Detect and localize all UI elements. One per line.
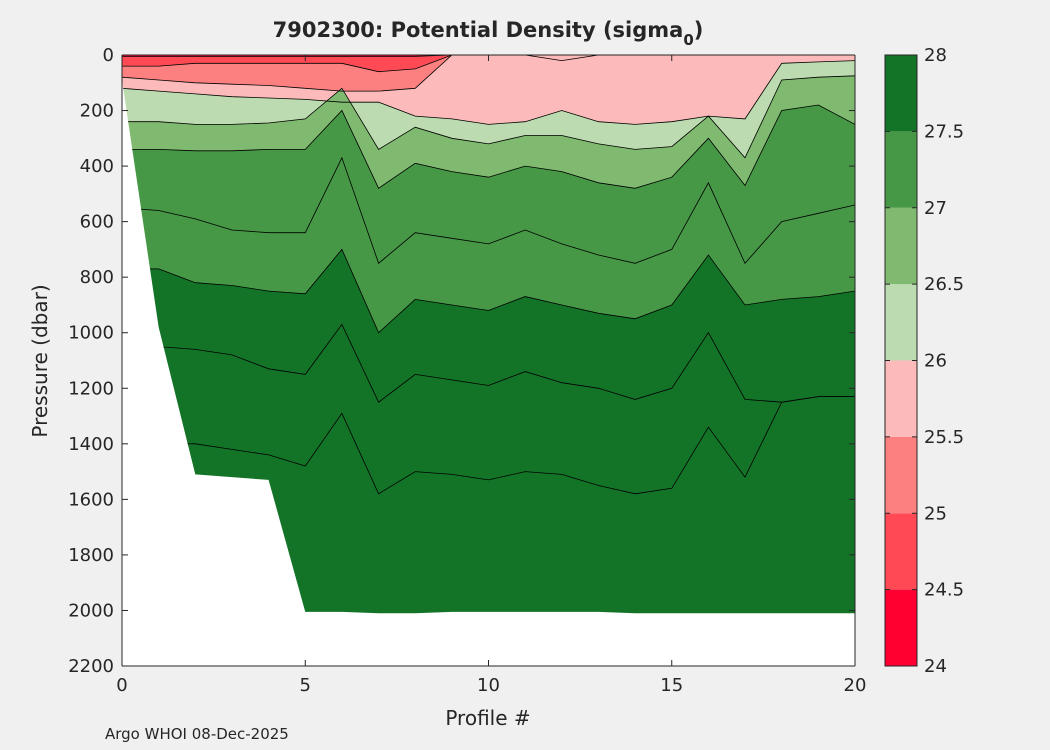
isopycnal-contour	[122, 104, 855, 189]
y-axis-ticks: 0 200 400 600 800 1000 1200 1400 1600 1800 2000 220…	[68, 45, 855, 677]
isopycnal-contour	[122, 248, 855, 334]
isopycnal-contour	[122, 55, 855, 92]
footer-credit: Argo WHOI 08-Dec-2025	[105, 725, 289, 743]
y-tick-label: 2200	[68, 656, 114, 677]
y-tick-label: 800	[80, 267, 114, 288]
x-tick-label: 5	[300, 675, 311, 696]
y-tick-label: 2000	[68, 600, 114, 621]
colorbar-segment	[885, 513, 917, 590]
isopycnal-contour	[122, 156, 855, 265]
filled-contours	[122, 55, 855, 614]
y-tick-label: 0	[103, 45, 114, 66]
colorbar-tick-label: 28	[924, 45, 947, 66]
isopycnal-contour	[122, 55, 855, 57]
colorbar-tick-label: 25.5	[924, 427, 964, 448]
colorbar-segment	[885, 436, 917, 514]
colorbar-segment	[885, 55, 917, 132]
colorbar-segment	[885, 207, 917, 285]
x-axis-label: Profile #	[445, 706, 530, 730]
chart-title-main: 7902300: Potential Density (sigma	[273, 18, 684, 42]
colorbar-tick-label: 24.5	[924, 580, 964, 601]
y-tick-label: 1800	[68, 545, 114, 566]
contour-plot-area	[121, 54, 856, 667]
isopycnal-contour	[122, 396, 855, 495]
y-tick-label: 1600	[68, 489, 114, 510]
y-tick-label: 600	[80, 212, 114, 233]
colorbar-tick-label: 26.5	[924, 274, 964, 295]
colorbar-tick-label: 25	[924, 503, 947, 524]
colorbar-tick-label: 27.5	[924, 121, 964, 142]
colorbar-tick-label: 24	[924, 656, 947, 677]
chart-title: 7902300: Potential Density (sigma0)	[273, 18, 704, 49]
y-tick-label: 200	[80, 101, 114, 122]
isopycnal-contour	[122, 323, 855, 403]
chart-title-suffix: )	[694, 18, 704, 42]
isopycnal-contour	[122, 55, 855, 73]
colorbar-segment	[885, 360, 917, 437]
x-tick-label: 15	[660, 675, 683, 696]
y-tick-label: 1400	[68, 434, 114, 455]
isopycnal-contour	[122, 75, 855, 159]
colorbar-tick-label: 27	[924, 198, 947, 219]
colorbar: 24 24.5 25 25.5 26 26.5 27 27.5 28	[884, 45, 964, 677]
colorbar-tick-label: 26	[924, 351, 947, 372]
isopycnal-contour	[122, 60, 855, 125]
colorbar-segment	[885, 131, 917, 208]
colorbar-segment	[885, 589, 917, 666]
colorbar-segment	[885, 284, 917, 361]
y-axis-label: Pressure (dbar)	[28, 284, 52, 437]
x-tick-label: 0	[116, 675, 127, 696]
y-tick-label: 1000	[68, 323, 114, 344]
x-tick-label: 20	[844, 675, 867, 696]
chart-title-subscript: 0	[683, 31, 693, 49]
y-tick-label: 400	[80, 156, 114, 177]
x-axis-ticks: 0 5 10 15 20	[116, 55, 866, 696]
x-tick-label: 10	[477, 675, 500, 696]
y-tick-label: 1200	[68, 378, 114, 399]
